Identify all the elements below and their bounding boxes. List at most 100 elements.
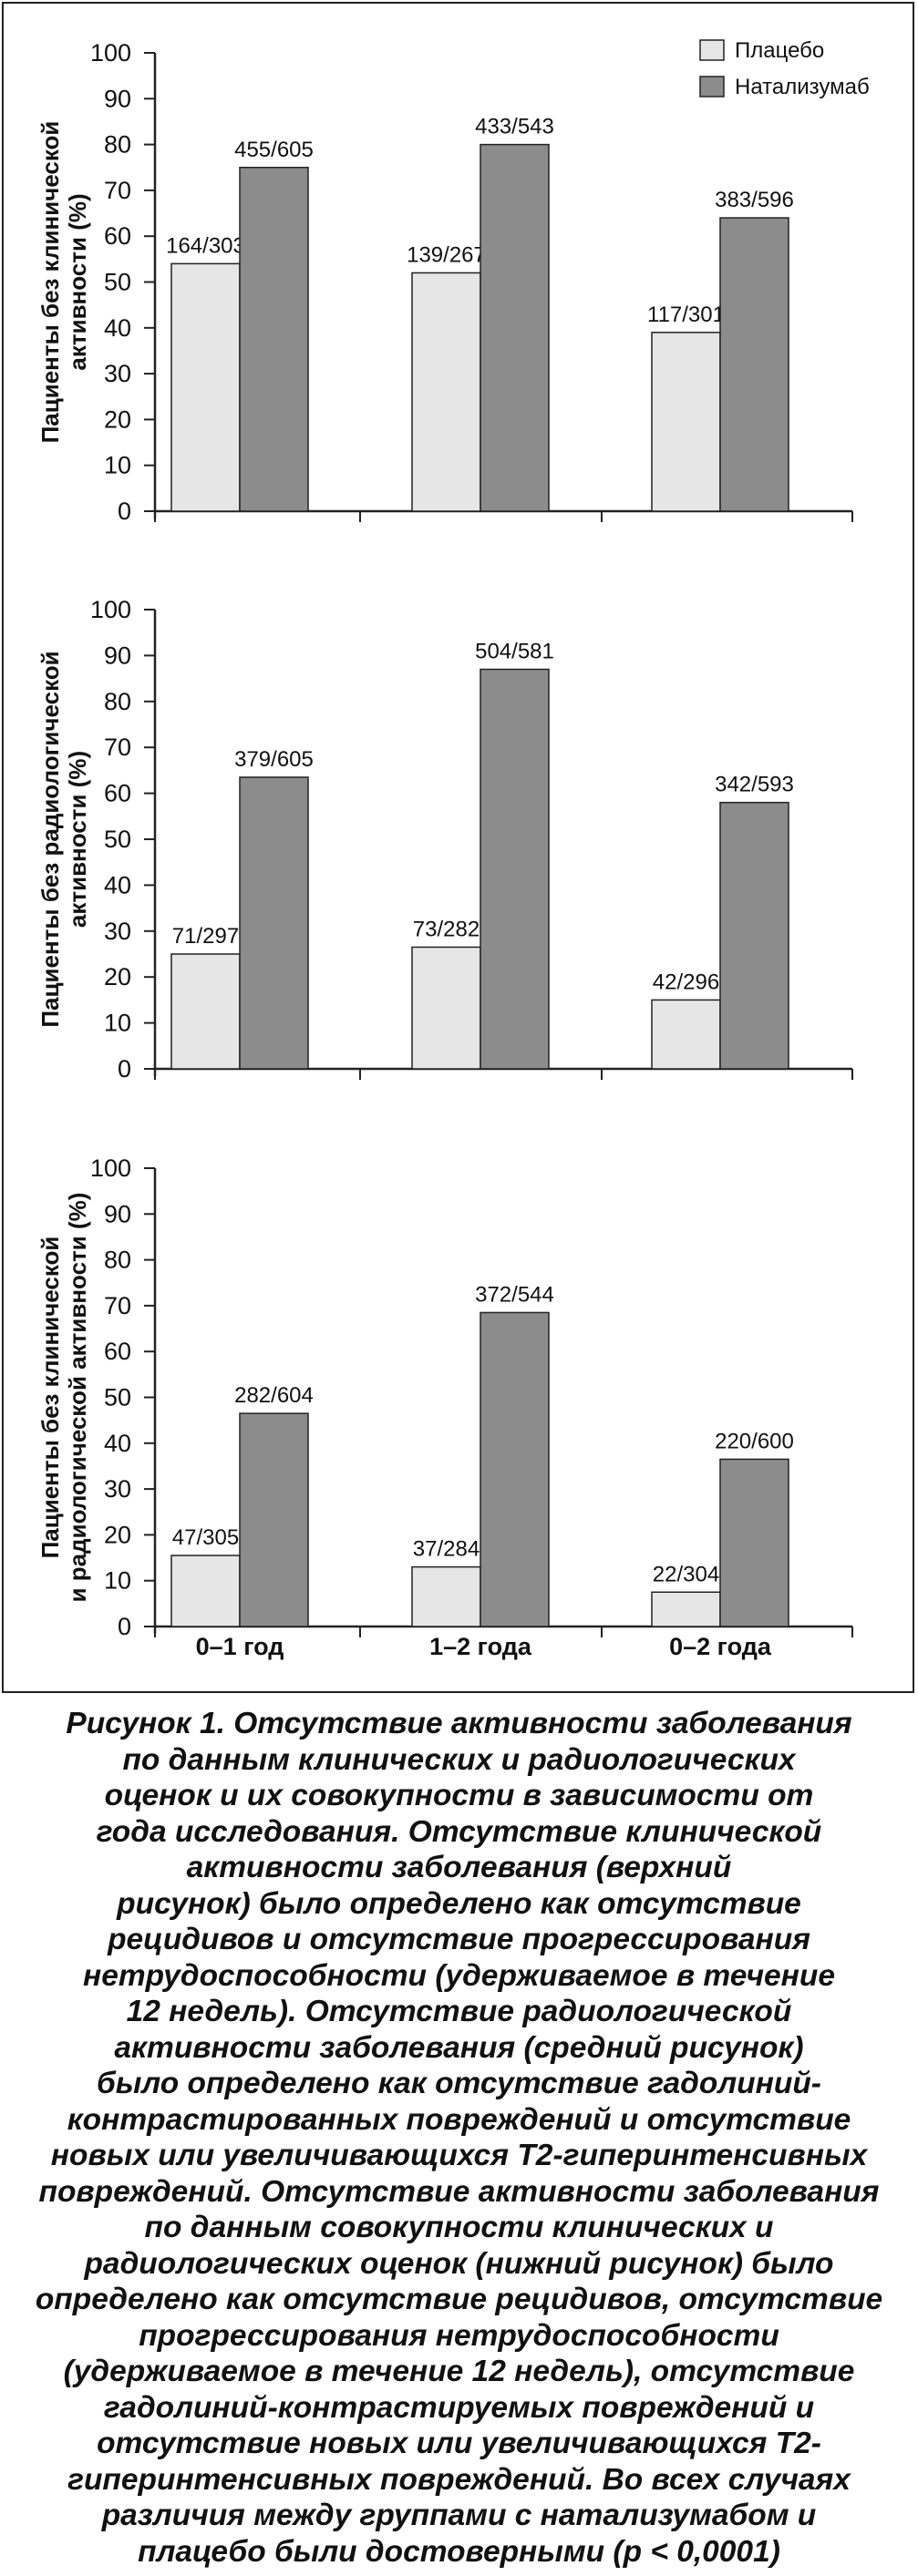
legend-swatch [699, 76, 725, 97]
legend-label: Плацебо [735, 38, 824, 63]
chart-panel-2: 0 10 20 30 40 50 60 70 80 90 100 Пациенты без радио… [36, 596, 853, 1083]
y-tick-label: 30 [104, 360, 131, 387]
y-tick-label: 50 [104, 826, 131, 853]
bar-natalizumab [239, 1412, 309, 1627]
y-tick-label: 60 [104, 780, 131, 807]
bar-data-label: 37/284 [413, 1537, 480, 1562]
y-tick-label: 10 [104, 1567, 131, 1595]
chart-panel-1: 0 10 20 30 40 50 60 70 80 90 100 Пациенты без клини… [36, 39, 853, 525]
caption-line: Рисунок 1. Отсутствие активности заболев… [66, 1707, 852, 1740]
y-tick-label: 80 [104, 1247, 131, 1274]
caption-line: различия между группами с натализумабом … [101, 2499, 817, 2532]
y-tick-label: 30 [104, 1475, 131, 1503]
y-tick-label: 100 [90, 596, 131, 623]
bar-data-label: 372/544 [475, 1282, 554, 1307]
y-tick-label: 40 [104, 871, 131, 898]
bar-placebo [170, 953, 241, 1070]
chart-panel-3: 0 10 20 30 40 50 60 70 80 90 100 Пациенты без клини… [36, 1155, 853, 1660]
x-category-label: 0–2 года [669, 1633, 772, 1660]
bar-data-label: 379/605 [234, 747, 314, 772]
y-tick-label: 30 [104, 918, 131, 945]
y-tick-label: 60 [104, 1338, 131, 1365]
y-tick-label: 50 [104, 269, 131, 296]
caption-line: по данным совокупности клинических и [144, 2211, 774, 2244]
legend-swatch [699, 39, 725, 61]
legend-label: Натализумаб [735, 75, 870, 99]
y-tick-label: 90 [104, 641, 131, 669]
caption-line: года исследования. Отсутствие клиническо… [96, 1814, 822, 1849]
caption-line: по данным клинических и радиологических [122, 1742, 796, 1777]
caption-line: гадолиний-контрастируемых повреждений и [103, 2390, 815, 2425]
x-category-label: 1–2 года [429, 1633, 532, 1660]
y-tick-label: 0 [118, 1055, 131, 1083]
caption-line: активности заболевания (средний рисунок) [114, 2030, 804, 2065]
bar-natalizumab [480, 668, 550, 1070]
y-tick-label: 20 [104, 1521, 131, 1548]
bar-placebo [411, 1565, 481, 1627]
caption-line: новых или увеличивающихся Т2-гиперинтенс… [50, 2139, 868, 2172]
y-axis-label-line: и радиологической активности (%) [64, 1193, 91, 1603]
bar-placebo [651, 1591, 721, 1627]
y-tick-label: 70 [104, 734, 131, 761]
bar-natalizumab [719, 217, 789, 512]
y-axis-label-line: Пациенты без клинической [36, 121, 64, 444]
y-axis-label-line: Пациенты без радиологической [36, 651, 64, 1027]
bar-natalizumab [719, 1458, 789, 1627]
bar-data-label: 455/605 [234, 138, 314, 162]
caption-line: нетрудоспособности (удерживаемое в течен… [82, 1958, 836, 1993]
bar-data-label: 164/303 [166, 233, 245, 258]
bar-natalizumab [480, 1311, 550, 1627]
bar-placebo [411, 272, 481, 512]
caption-line: оценок и их совокупности в зависимости о… [104, 1779, 814, 1812]
caption-line: отсутствие новых или увеличивающихся Т2- [97, 2427, 821, 2460]
bar-data-label: 47/305 [172, 1525, 239, 1550]
y-tick-label: 40 [104, 1430, 131, 1457]
caption-line: контрастированных повреждений и отсутств… [67, 2102, 851, 2137]
bar-data-label: 22/304 [653, 1562, 719, 1586]
y-tick-label: 40 [104, 314, 131, 342]
caption-line: прогрессирования нетрудоспособности [139, 2318, 779, 2353]
y-tick-label: 90 [104, 85, 131, 112]
caption-line: плацебо были достоверными (p < 0,0001) [138, 2534, 780, 2569]
caption-line: рецидивов и отсутствие прогрессирования [108, 1923, 810, 1956]
bar-data-label: 71/297 [172, 924, 239, 949]
caption-line: гиперинтенсивных повреждений. Во всех сл… [67, 2462, 851, 2497]
y-tick-label: 0 [118, 498, 131, 525]
y-tick-label: 60 [104, 222, 131, 250]
y-tick-label: 100 [90, 39, 131, 67]
y-tick-label: 100 [90, 1155, 131, 1182]
y-tick-label: 0 [118, 1613, 131, 1640]
x-category-label: 0–1 год [196, 1633, 284, 1660]
bar-data-label: 73/282 [413, 917, 480, 941]
bar-placebo [411, 946, 481, 1070]
bar-data-label: 139/267 [407, 242, 486, 267]
bar-natalizumab [239, 167, 309, 512]
y-tick-label: 10 [104, 1010, 131, 1037]
y-tick-label: 20 [104, 963, 131, 990]
bar-data-label: 342/593 [715, 773, 794, 797]
bar-natalizumab [480, 143, 550, 512]
caption-line: было определено как отсутствие гадолиний… [97, 2067, 821, 2100]
y-tick-label: 10 [104, 452, 131, 479]
bar-data-label: 117/301 [647, 303, 725, 327]
caption-line: (удерживаемое в течение 12 недель), отсу… [63, 2355, 855, 2388]
bar-data-label: 433/543 [475, 115, 554, 139]
bar-data-label: 42/296 [653, 970, 719, 994]
y-axis-label-line: активности (%) [64, 751, 91, 928]
y-tick-label: 70 [104, 1292, 131, 1319]
y-axis-label-line: Пациенты без клинической [36, 1237, 64, 1559]
bar-data-label: 282/604 [234, 1383, 314, 1408]
caption-line: рисунок) было определено как отсутствие [117, 1886, 801, 1921]
bar-placebo [170, 1555, 241, 1627]
y-tick-label: 80 [104, 688, 131, 715]
y-tick-label: 70 [104, 177, 131, 204]
bar-natalizumab [239, 776, 309, 1070]
legend: Плацебо Натализумаб [699, 38, 870, 99]
y-tick-label: 50 [104, 1384, 131, 1411]
y-axis-label-line: активности (%) [64, 193, 91, 370]
caption-line: радиологических оценок (нижний рисунок) … [84, 2246, 834, 2281]
caption-line: определено как отсутствие рецидивов, отс… [35, 2283, 883, 2316]
bar-placebo [651, 332, 721, 512]
bar-natalizumab [719, 801, 789, 1070]
